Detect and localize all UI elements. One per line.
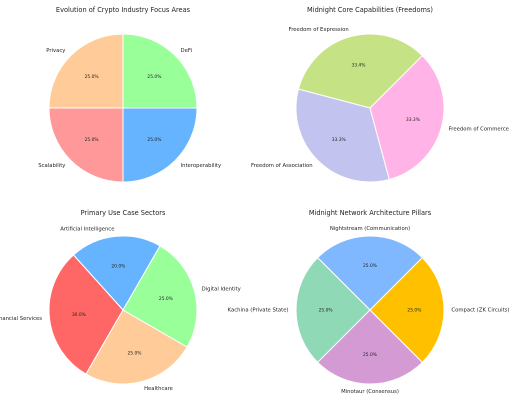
slice-percent-label: 25.0% <box>159 296 173 302</box>
slice-percent-label: 20.0% <box>111 263 125 269</box>
pie-slice <box>72 235 161 311</box>
slice-category-label: Digital Identity <box>202 286 241 292</box>
slice-category-label: Nightstream (Communication) <box>330 226 410 232</box>
slice-percent-label: 33.3% <box>332 137 346 143</box>
slice-category-label: Healthcare <box>144 386 173 392</box>
slice-category-label: Kachina (Private State) <box>228 308 289 314</box>
slice-category-label: Minotaur (Consensus) <box>341 389 399 395</box>
pie-slice <box>85 309 188 385</box>
pie-chart-3: Primary Use Case Sectors 20.0% Artificial … <box>0 209 241 392</box>
slice-category-label: Interoperability <box>181 163 222 169</box>
slice-percent-label: 25.0% <box>363 263 377 269</box>
pie-slice <box>122 245 198 348</box>
pie-chart-4: Midnight Network Architecture Pillars 25.… <box>228 209 510 395</box>
slice-category-label: Scalability <box>38 163 65 169</box>
slice-percent-label: 33.4% <box>351 63 365 69</box>
slice-category-label: Privacy <box>46 48 65 54</box>
chart-title: Primary Use Case Sectors <box>81 209 166 217</box>
slice-category-label: Freedom of Commerce <box>449 126 509 132</box>
pie-slice <box>48 254 124 375</box>
pie-slice <box>369 256 445 364</box>
chart-title: Midnight Network Architecture Pillars <box>309 209 432 217</box>
pie-slice <box>295 88 390 183</box>
slice-category-label: Freedom of Expression <box>289 27 349 33</box>
slice-percent-label: 25.0% <box>147 137 161 143</box>
pie-slice <box>122 33 198 109</box>
slice-percent-label: 25.0% <box>147 74 161 80</box>
slice-percent-label: 25.0% <box>85 137 99 143</box>
chart-title: Midnight Core Capabilities (Freedoms) <box>307 6 433 14</box>
pie-slice <box>122 107 198 183</box>
pie-slice <box>297 33 424 109</box>
slice-percent-label: 25.0% <box>85 74 99 80</box>
slice-percent-label: 30.0% <box>72 312 86 318</box>
slice-percent-label: 25.0% <box>128 350 142 356</box>
slice-category-label: Artificial Intelligence <box>60 227 114 233</box>
pie-slice <box>48 33 124 109</box>
slice-category-label: DeFi <box>181 48 192 54</box>
slice-percent-label: 33.3% <box>406 117 420 123</box>
slice-percent-label: 25.0% <box>319 308 333 314</box>
pie-slice <box>316 309 424 385</box>
chart-title: Evolution of Crypto Industry Focus Areas <box>56 6 191 14</box>
pie-slice <box>295 256 371 364</box>
slice-category-label: Compact (ZK Circuits) <box>451 308 509 314</box>
slice-percent-label: 25.0% <box>363 352 377 358</box>
pie-slice <box>369 54 445 181</box>
slice-category-label: Financial Services <box>0 316 42 322</box>
pie-chart-1: Evolution of Crypto Industry Focus Areas… <box>38 6 222 183</box>
slice-percent-label: 25.0% <box>407 308 421 314</box>
pie-slice <box>48 107 124 183</box>
pie-chart-2: Midnight Core Capabilities (Freedoms) 33.… <box>251 6 509 183</box>
pie-slice <box>316 235 424 311</box>
slice-category-label: Freedom of Association <box>251 163 313 169</box>
